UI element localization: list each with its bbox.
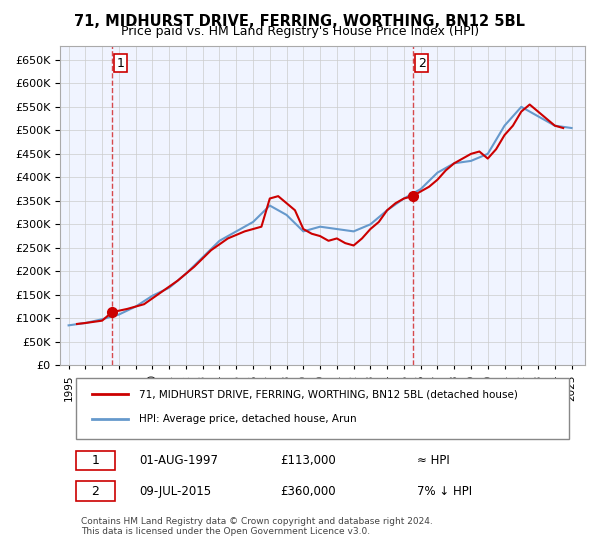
Text: 71, MIDHURST DRIVE, FERRING, WORTHING, BN12 5BL: 71, MIDHURST DRIVE, FERRING, WORTHING, B… [74,14,526,29]
FancyBboxPatch shape [76,481,115,501]
Text: HPI: Average price, detached house, Arun: HPI: Average price, detached house, Arun [139,414,356,424]
Text: ≈ HPI: ≈ HPI [417,454,450,467]
Text: 1: 1 [117,57,125,70]
Text: 01-AUG-1997: 01-AUG-1997 [139,454,218,467]
Text: 2: 2 [418,57,425,70]
Text: £113,000: £113,000 [281,454,337,467]
Text: Price paid vs. HM Land Registry's House Price Index (HPI): Price paid vs. HM Land Registry's House … [121,25,479,38]
Text: 2: 2 [91,484,100,498]
Text: Contains HM Land Registry data © Crown copyright and database right 2024.
This d: Contains HM Land Registry data © Crown c… [81,517,433,536]
Text: 1: 1 [91,454,100,467]
Text: 09-JUL-2015: 09-JUL-2015 [139,484,211,498]
Text: 71, MIDHURST DRIVE, FERRING, WORTHING, BN12 5BL (detached house): 71, MIDHURST DRIVE, FERRING, WORTHING, B… [139,389,518,399]
FancyBboxPatch shape [76,378,569,439]
FancyBboxPatch shape [76,451,115,470]
Text: 7% ↓ HPI: 7% ↓ HPI [417,484,472,498]
Text: £360,000: £360,000 [281,484,336,498]
